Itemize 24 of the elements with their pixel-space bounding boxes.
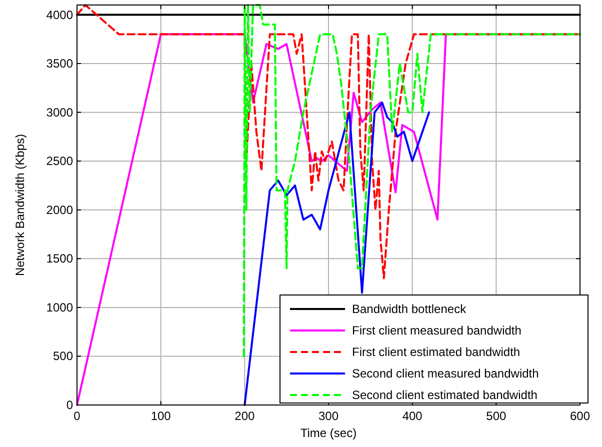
y-tick-label: 1500: [46, 252, 74, 266]
legend-label: First client estimated bandwidth: [352, 345, 520, 359]
x-tick-label: 300: [318, 409, 339, 423]
y-tick-label: 500: [52, 349, 74, 364]
x-tick-label: 100: [150, 409, 172, 423]
legend-label: First client measured bandwidth: [352, 324, 522, 338]
y-tick-label: 2000: [46, 202, 74, 217]
line-series: [76, 4, 581, 280]
y-tick-label: 2500: [46, 154, 74, 168]
legend-label: Second client measured bandwidth: [352, 366, 539, 380]
y-tick-label: 4000: [46, 8, 74, 22]
x-tick-label: 400: [402, 409, 423, 423]
y-tick-label: 0: [66, 398, 74, 412]
legend-label: Second client estimated bandwidth: [352, 388, 538, 402]
y-tick-label: 3500: [46, 56, 74, 71]
x-axis-title: Time (sec): [300, 426, 357, 440]
y-tick-label: 3000: [46, 105, 74, 120]
x-tick-label: 200: [234, 409, 255, 423]
legend-label: Bandwidth bottleneck: [352, 302, 468, 316]
x-tick-label: 500: [486, 409, 506, 423]
line-series: [242, 4, 581, 358]
y-axis-title: Network Bandwidth (Kbps): [13, 134, 27, 276]
y-tick-label: 1000: [46, 300, 74, 314]
x-tick-label: 600: [570, 409, 590, 423]
